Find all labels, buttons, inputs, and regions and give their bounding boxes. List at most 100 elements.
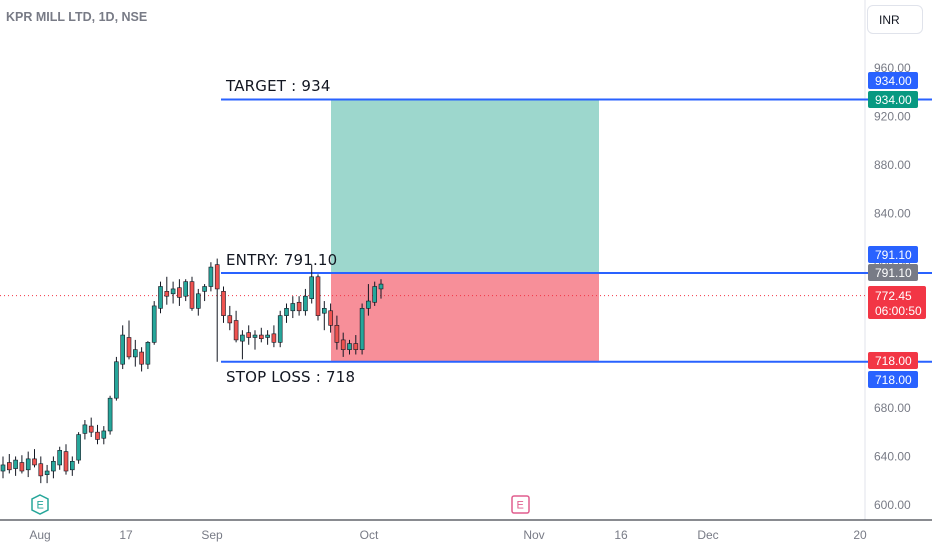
candle[interactable]: [120, 325, 125, 370]
candle[interactable]: [170, 281, 176, 304]
candle-body-up: [82, 424, 88, 434]
candle[interactable]: [95, 424, 100, 445]
candle[interactable]: [233, 310, 239, 343]
svg-text:791.10: 791.10: [875, 266, 912, 280]
candle[interactable]: [321, 301, 327, 331]
candle[interactable]: [271, 325, 277, 348]
candle-body-up: [120, 334, 125, 365]
candle[interactable]: [76, 432, 81, 464]
candle[interactable]: [227, 305, 233, 331]
candle-body-down: [353, 343, 359, 350]
candle-body-down: [315, 276, 321, 316]
candle-body-down: [7, 462, 12, 471]
candle[interactable]: [88, 417, 94, 438]
candle[interactable]: [258, 327, 264, 343]
candle[interactable]: [240, 330, 245, 360]
currency-label: INR: [879, 12, 900, 27]
candle[interactable]: [315, 274, 321, 321]
stop-loss-zone[interactable]: [331, 273, 599, 362]
candle[interactable]: [25, 451, 31, 478]
candle[interactable]: [221, 286, 226, 323]
candle[interactable]: [183, 279, 188, 302]
candle-body-down: [126, 337, 132, 358]
candle[interactable]: [63, 444, 69, 475]
candle-body-down: [19, 462, 25, 472]
candle[interactable]: [7, 454, 12, 474]
candle[interactable]: [70, 456, 75, 476]
candle[interactable]: [328, 303, 333, 333]
stop-loss-annotation[interactable]: STOP LOSS : 718: [226, 368, 355, 386]
candle[interactable]: [101, 426, 107, 445]
candle[interactable]: [177, 279, 182, 306]
candle[interactable]: [252, 330, 258, 350]
candle[interactable]: [214, 258, 220, 362]
x-tick-label: Nov: [523, 528, 544, 542]
candle[interactable]: [309, 264, 315, 304]
candle[interactable]: [151, 301, 157, 345]
candle[interactable]: [32, 449, 37, 468]
earnings-event-icon[interactable]: E: [31, 494, 49, 515]
candle[interactable]: [353, 335, 359, 355]
candle[interactable]: [347, 339, 352, 355]
price-tag-stop-top: 718.00: [868, 352, 918, 369]
candle[interactable]: [19, 455, 25, 474]
candle-body-down: [258, 334, 264, 339]
y-tick-label: 640.00: [874, 449, 911, 463]
candle[interactable]: [303, 288, 308, 316]
candle[interactable]: [0, 456, 6, 479]
candle[interactable]: [51, 456, 56, 479]
currency-button[interactable]: INR: [867, 5, 923, 34]
x-axis-ticks: Aug 17 Sep Oct Nov 16 Dec 20: [29, 528, 867, 542]
candle[interactable]: [158, 281, 163, 314]
candle[interactable]: [126, 320, 132, 360]
candle[interactable]: [378, 279, 384, 299]
upcoming-earnings-event-icon[interactable]: E: [511, 495, 530, 514]
candle[interactable]: [359, 303, 365, 355]
candle[interactable]: [164, 276, 170, 305]
x-tick-label: Sep: [201, 528, 223, 542]
candle[interactable]: [265, 330, 270, 345]
candle[interactable]: [208, 262, 214, 292]
candle[interactable]: [246, 325, 251, 345]
candle-body-up: [359, 308, 365, 350]
candle[interactable]: [334, 315, 340, 350]
candle-body-down: [177, 287, 182, 298]
candle-body-down: [227, 315, 233, 324]
candle-body-down: [271, 333, 277, 343]
candle-body-up: [107, 397, 113, 432]
candle-body-up: [372, 286, 378, 303]
y-tick-label: 880.00: [874, 158, 911, 172]
candle[interactable]: [114, 356, 119, 401]
candle[interactable]: [284, 303, 289, 323]
candle[interactable]: [372, 281, 378, 306]
candle-body-down: [246, 332, 251, 338]
entry-annotation[interactable]: ENTRY: 791.10: [226, 251, 337, 269]
candle[interactable]: [133, 339, 138, 367]
candle[interactable]: [107, 395, 113, 435]
candle[interactable]: [82, 420, 88, 440]
candle[interactable]: [13, 456, 18, 476]
candle[interactable]: [296, 296, 302, 316]
candle[interactable]: [38, 456, 44, 484]
candle[interactable]: [145, 341, 151, 370]
candle[interactable]: [340, 332, 346, 357]
candle-body-up: [309, 276, 315, 299]
candle[interactable]: [196, 288, 201, 316]
target-annotation[interactable]: TARGET : 934: [225, 77, 331, 95]
candle[interactable]: [57, 446, 63, 470]
target-profit-zone[interactable]: [331, 99, 599, 274]
candle[interactable]: [366, 284, 371, 316]
candle-body-up: [321, 308, 327, 314]
candle[interactable]: [277, 310, 283, 348]
candle-body-up: [196, 293, 201, 309]
candle[interactable]: [290, 296, 296, 319]
candle[interactable]: [189, 276, 195, 311]
price-tag-last: 772.45 06:00:50: [868, 286, 926, 319]
candle-body-down: [164, 291, 170, 297]
candle[interactable]: [44, 464, 50, 484]
y-tick-label: 920.00: [874, 110, 911, 124]
candle[interactable]: [139, 347, 144, 372]
candle-body-up: [347, 343, 352, 350]
candle[interactable]: [202, 284, 207, 302]
